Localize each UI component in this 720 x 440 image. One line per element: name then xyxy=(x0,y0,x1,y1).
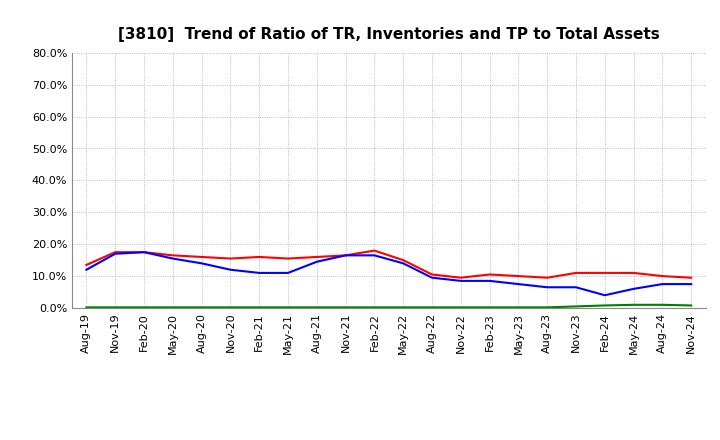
Trade Payables xyxy=(600,303,609,308)
Inventories xyxy=(82,267,91,272)
Trade Receivables xyxy=(255,254,264,260)
Trade Payables xyxy=(255,305,264,310)
Trade Payables xyxy=(514,305,523,310)
Trade Payables xyxy=(456,305,465,310)
Trade Payables xyxy=(82,305,91,310)
Trade Receivables xyxy=(399,257,408,263)
Inventories xyxy=(284,270,292,275)
Inventories xyxy=(514,282,523,287)
Trade Payables xyxy=(111,305,120,310)
Trade Receivables xyxy=(82,262,91,268)
Inventories xyxy=(658,282,667,287)
Trade Payables xyxy=(197,305,206,310)
Trade Receivables xyxy=(572,270,580,275)
Trade Payables xyxy=(572,304,580,309)
Trade Payables xyxy=(168,305,177,310)
Inventories xyxy=(168,256,177,261)
Inventories xyxy=(485,278,494,283)
Inventories xyxy=(226,267,235,272)
Trade Receivables xyxy=(370,248,379,253)
Trade Receivables xyxy=(543,275,552,280)
Inventories xyxy=(255,270,264,275)
Trade Receivables xyxy=(168,253,177,258)
Trade Receivables xyxy=(629,270,638,275)
Inventories xyxy=(341,253,350,258)
Trade Payables xyxy=(341,305,350,310)
Trade Payables xyxy=(543,305,552,310)
Trade Receivables xyxy=(658,273,667,279)
Trade Receivables xyxy=(485,272,494,277)
Trade Payables xyxy=(485,305,494,310)
Trade Payables xyxy=(140,305,148,310)
Trade Receivables xyxy=(687,275,696,280)
Inventories xyxy=(312,259,321,264)
Inventories xyxy=(370,253,379,258)
Inventories xyxy=(687,282,696,287)
Trade Receivables xyxy=(111,249,120,255)
Inventories xyxy=(428,275,436,280)
Trade Receivables xyxy=(312,254,321,260)
Inventories xyxy=(543,285,552,290)
Trade Receivables xyxy=(456,275,465,280)
Line: Inventories: Inventories xyxy=(86,252,691,295)
Trade Payables xyxy=(284,305,292,310)
Inventories xyxy=(629,286,638,291)
Trade Payables xyxy=(629,302,638,308)
Inventories xyxy=(456,278,465,283)
Trade Payables xyxy=(687,303,696,308)
Trade Receivables xyxy=(284,256,292,261)
Line: Trade Receivables: Trade Receivables xyxy=(86,251,691,278)
Trade Payables xyxy=(658,302,667,308)
Trade Receivables xyxy=(140,249,148,255)
Trade Payables xyxy=(399,305,408,310)
Inventories xyxy=(140,249,148,255)
Line: Trade Payables: Trade Payables xyxy=(86,305,691,308)
Trade Receivables xyxy=(197,254,206,260)
Trade Receivables xyxy=(514,273,523,279)
Trade Receivables xyxy=(341,253,350,258)
Inventories xyxy=(600,293,609,298)
Inventories xyxy=(197,260,206,266)
Trade Payables xyxy=(226,305,235,310)
Trade Receivables xyxy=(428,272,436,277)
Inventories xyxy=(572,285,580,290)
Inventories xyxy=(399,260,408,266)
Inventories xyxy=(111,251,120,257)
Title: [3810]  Trend of Ratio of TR, Inventories and TP to Total Assets: [3810] Trend of Ratio of TR, Inventories… xyxy=(118,27,660,42)
Trade Payables xyxy=(370,305,379,310)
Trade Payables xyxy=(312,305,321,310)
Trade Receivables xyxy=(226,256,235,261)
Trade Receivables xyxy=(600,270,609,275)
Trade Payables xyxy=(428,305,436,310)
